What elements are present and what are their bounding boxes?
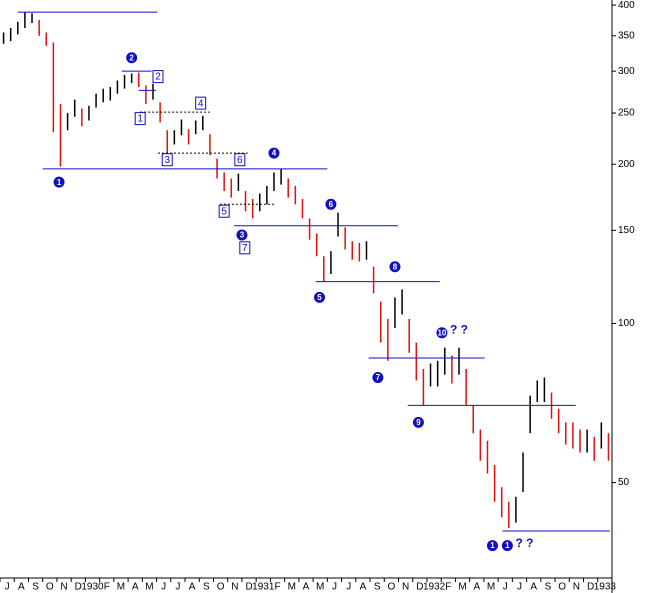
x-tick-label: A — [189, 582, 196, 593]
x-tick-label: N — [573, 582, 580, 593]
y-tick-label: 350 — [618, 30, 635, 41]
wave-marker — [389, 261, 401, 273]
x-tick-label: S — [32, 582, 39, 593]
x-tick-label: M — [458, 582, 466, 593]
x-tick-label: M — [316, 582, 324, 593]
wave-box-label: 2 — [155, 72, 161, 83]
x-tick-label: O — [46, 582, 54, 593]
x-tick-label: F — [104, 582, 110, 593]
x-tick-label: 1931 — [252, 582, 275, 593]
wave-note: ? ? — [515, 536, 533, 550]
x-tick-label: M — [487, 582, 495, 593]
y-tick-label: 300 — [618, 66, 635, 77]
wave-box — [218, 204, 230, 218]
x-tick-label: D — [587, 582, 594, 593]
wave-marker — [314, 291, 326, 303]
wave-box-label: 6 — [237, 155, 243, 166]
wave-label: 1 — [57, 178, 62, 187]
x-tick-label: F — [274, 582, 280, 593]
x-tick-label: J — [175, 582, 180, 593]
wave-label: 3 — [240, 231, 245, 240]
x-tick-label: S — [374, 582, 381, 593]
wave-marker — [53, 176, 65, 188]
x-tick-label: J — [517, 582, 522, 593]
wave-label: 6 — [329, 200, 334, 209]
wave-box — [152, 70, 164, 84]
y-tick-label: 50 — [618, 477, 630, 488]
y-tick-label: 100 — [618, 318, 635, 329]
x-tick-label: A — [18, 582, 25, 593]
x-tick-label: A — [132, 582, 139, 593]
wave-box-label: 7 — [242, 243, 248, 254]
wave-note: ? ? — [450, 323, 468, 337]
x-tick-label: N — [402, 582, 409, 593]
wave-box — [239, 241, 251, 255]
x-tick-label: J — [503, 582, 508, 593]
wave-box — [234, 153, 246, 167]
y-tick-label: 150 — [618, 225, 635, 236]
x-tick-label: O — [558, 582, 566, 593]
wave-box-label: 5 — [221, 206, 227, 217]
x-tick-label: A — [530, 582, 537, 593]
x-tick-label: 1933 — [594, 582, 617, 593]
wave-label: 10 — [437, 328, 446, 337]
y-tick-label: 250 — [618, 108, 635, 119]
wave-label: 7 — [376, 373, 381, 382]
wave-marker — [325, 198, 337, 210]
wave-marker — [268, 147, 280, 159]
wave-marker — [501, 540, 513, 552]
x-tick-label: S — [545, 582, 552, 593]
wave-label: 9 — [416, 418, 421, 427]
wave-marker — [436, 327, 448, 339]
x-tick-label: M — [288, 582, 296, 593]
x-tick-label: O — [388, 582, 396, 593]
x-tick-label: D — [416, 582, 423, 593]
x-tick-label: J — [5, 582, 10, 593]
wave-box — [134, 112, 146, 126]
x-tick-label: D — [245, 582, 252, 593]
x-tick-label: N — [60, 582, 67, 593]
y-tick-label: 200 — [618, 159, 635, 170]
wave-box-label: 1 — [137, 114, 143, 125]
wave-box-label: 4 — [198, 98, 204, 109]
x-tick-label: 1930 — [81, 582, 104, 593]
y-tick-label: 400 — [618, 0, 635, 11]
x-tick-label: O — [217, 582, 225, 593]
wave-label: 4 — [272, 149, 277, 158]
x-tick-label: J — [332, 582, 337, 593]
wave-marker — [126, 52, 138, 64]
wave-label: 8 — [393, 262, 398, 271]
x-tick-label: D — [75, 582, 82, 593]
wave-marker — [412, 416, 424, 428]
x-tick-label: M — [117, 582, 125, 593]
wave-label: 1 — [505, 541, 510, 550]
wave-box — [195, 96, 207, 110]
wave-label: 1 — [490, 541, 495, 550]
wave-marker — [372, 372, 384, 384]
x-tick-label: A — [473, 582, 480, 593]
x-tick-label: F — [445, 582, 451, 593]
wave-marker — [486, 540, 498, 552]
x-tick-label: J — [346, 582, 351, 593]
x-tick-label: N — [231, 582, 238, 593]
x-tick-label: J — [161, 582, 166, 593]
x-tick-label: A — [303, 582, 310, 593]
wave-label: 2 — [129, 53, 134, 62]
x-tick-label: 1932 — [423, 582, 446, 593]
x-tick-label: S — [203, 582, 210, 593]
wave-box — [161, 153, 173, 167]
wave-marker — [236, 229, 248, 241]
x-tick-label: M — [145, 582, 153, 593]
x-tick-label: A — [360, 582, 367, 593]
wave-box-label: 3 — [164, 155, 170, 166]
wave-label: 5 — [317, 293, 322, 302]
